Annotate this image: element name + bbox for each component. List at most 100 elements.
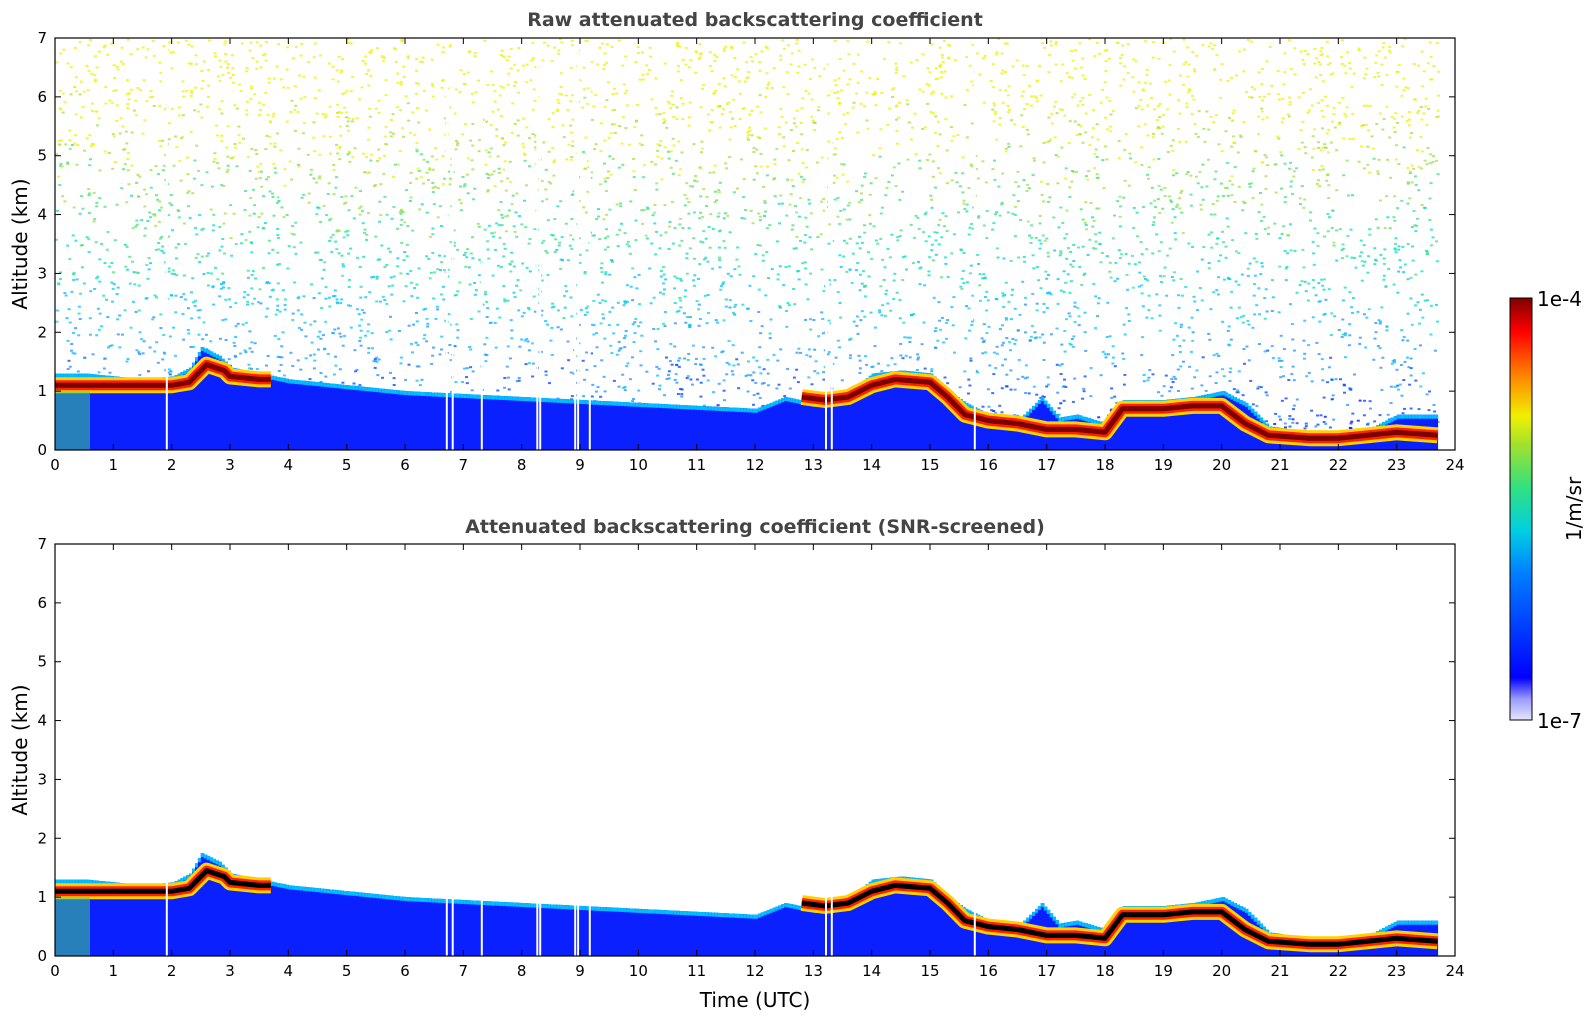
noise-pixel: [1002, 257, 1006, 260]
noise-pixel: [135, 181, 139, 184]
noise-pixel: [827, 351, 831, 354]
noise-pixel: [135, 349, 139, 352]
noise-pixel: [330, 250, 334, 253]
noise-pixel: [1283, 52, 1287, 55]
noise-pixel: [665, 126, 669, 129]
noise-pixel: [649, 302, 653, 305]
noise-pixel: [1243, 48, 1247, 51]
noise-pixel: [539, 350, 543, 353]
noise-pixel: [503, 386, 507, 389]
noise-pixel: [226, 125, 230, 128]
noise-pixel: [126, 79, 129, 82]
noise-pixel: [679, 79, 683, 82]
noise-pixel: [341, 58, 344, 61]
noise-pixel: [238, 141, 242, 144]
noise-pixel: [1288, 167, 1292, 170]
noise-pixel: [220, 100, 224, 103]
noise-pixel: [601, 299, 605, 302]
noise-pixel: [571, 44, 574, 47]
noise-pixel: [1263, 228, 1267, 231]
noise-pixel: [1251, 197, 1255, 200]
noise-pixel: [733, 57, 737, 59]
noise-pixel: [64, 294, 68, 297]
noise-pixel: [546, 219, 550, 222]
noise-pixel: [1388, 51, 1392, 54]
noise-pixel: [713, 201, 717, 204]
noise-pixel: [1436, 320, 1440, 323]
noise-pixel: [1282, 375, 1285, 378]
noise-pixel: [609, 132, 613, 135]
noise-pixel: [667, 373, 670, 376]
noise-pixel: [582, 206, 586, 209]
noise-pixel: [694, 363, 698, 366]
noise-pixel: [1389, 176, 1393, 179]
noise-pixel: [763, 215, 766, 217]
noise-pixel: [1106, 301, 1110, 304]
noise-pixel: [1065, 257, 1069, 260]
noise-pixel: [1325, 40, 1329, 43]
noise-pixel: [1379, 320, 1382, 323]
noise-pixel: [510, 329, 514, 332]
noise-pixel: [799, 175, 803, 178]
noise-pixel: [1177, 306, 1181, 309]
noise-pixel: [1373, 76, 1377, 79]
noise-pixel: [725, 361, 729, 364]
noise-pixel: [1107, 353, 1110, 356]
noise-pixel: [925, 83, 929, 86]
noise-pixel: [717, 189, 721, 191]
noise-pixel: [858, 273, 862, 276]
noise-pixel: [1106, 128, 1110, 131]
noise-pixel: [560, 236, 564, 239]
noise-pixel: [1094, 240, 1098, 243]
noise-pixel: [905, 268, 908, 271]
noise-pixel: [116, 318, 120, 321]
noise-pixel: [752, 178, 756, 181]
noise-pixel: [1104, 116, 1108, 119]
noise-pixel: [1045, 306, 1049, 309]
noise-pixel: [276, 43, 280, 46]
noise-pixel: [756, 105, 760, 108]
noise-pixel: [578, 253, 582, 256]
noise-pixel: [659, 275, 663, 278]
noise-pixel: [307, 192, 311, 195]
noise-pixel: [1121, 352, 1125, 355]
noise-pixel: [935, 231, 939, 234]
noise-pixel: [280, 356, 284, 359]
noise-pixel: [562, 317, 566, 319]
noise-pixel: [422, 337, 426, 340]
noise-pixel: [702, 230, 706, 233]
noise-pixel: [635, 287, 639, 290]
noise-pixel: [1245, 90, 1248, 93]
noise-pixel: [68, 139, 72, 142]
noise-pixel: [1035, 96, 1038, 99]
noise-pixel: [360, 309, 364, 312]
noise-pixel: [421, 56, 425, 59]
noise-pixel: [894, 185, 898, 188]
noise-pixel: [458, 91, 462, 93]
noise-pixel: [1049, 333, 1053, 336]
noise-pixel: [1019, 145, 1023, 148]
noise-pixel: [512, 225, 516, 228]
noise-pixel: [899, 229, 903, 232]
noise-pixel: [181, 114, 185, 117]
noise-pixel: [1320, 278, 1324, 281]
noise-pixel: [399, 209, 403, 212]
noise-pixel: [1180, 211, 1184, 214]
noise-pixel: [828, 279, 832, 281]
noise-pixel: [149, 216, 152, 219]
noise-pixel: [344, 195, 348, 198]
noise-pixel: [600, 122, 604, 125]
noise-pixel: [1338, 121, 1342, 124]
noise-pixel: [899, 343, 903, 345]
noise-pixel: [928, 71, 932, 74]
noise-pixel: [718, 229, 722, 232]
noise-pixel: [1382, 278, 1386, 281]
noise-pixel: [703, 258, 706, 261]
noise-pixel: [705, 205, 709, 207]
noise-pixel: [1327, 366, 1331, 369]
noise-pixel: [604, 180, 607, 183]
noise-pixel: [297, 74, 301, 77]
noise-pixel: [1367, 308, 1371, 311]
noise-pixel: [168, 202, 172, 205]
noise-pixel: [514, 81, 518, 83]
